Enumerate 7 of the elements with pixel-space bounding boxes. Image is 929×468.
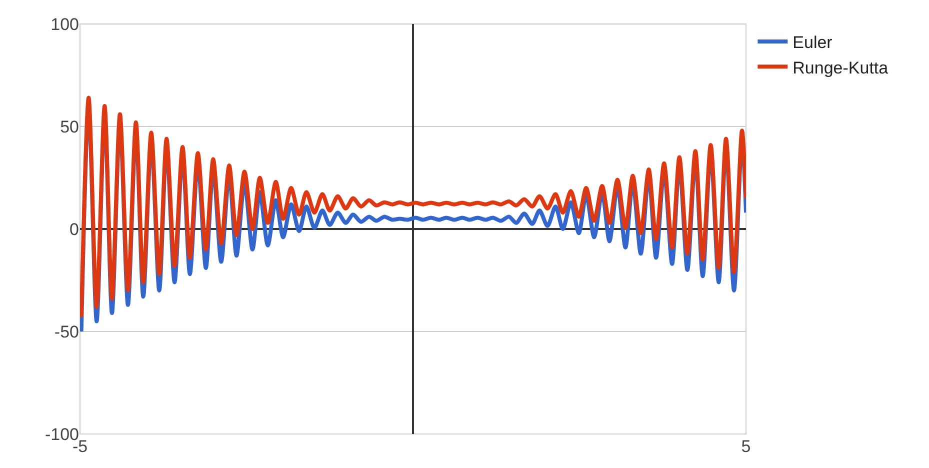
y-tick-label: 50 [60, 117, 79, 136]
y-tick-label: 100 [50, 14, 79, 34]
legend-label: Euler [792, 33, 833, 52]
legend-label: Runge-Kutta [792, 58, 889, 78]
y-tick-label: 0 [70, 220, 79, 239]
x-tick-label: 5 [741, 437, 751, 456]
y-tick-label: -50 [54, 322, 79, 342]
